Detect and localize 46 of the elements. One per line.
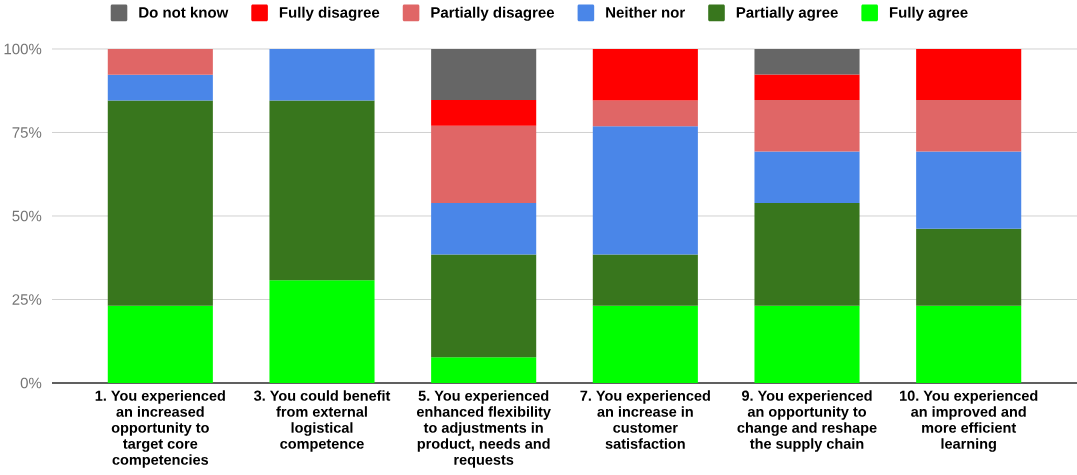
bar xyxy=(592,254,698,306)
y-tick-label: 25% xyxy=(12,294,42,305)
y-tick-label: 0% xyxy=(20,377,42,389)
bar xyxy=(754,305,860,383)
bar xyxy=(107,305,213,383)
bar xyxy=(431,125,537,203)
bar xyxy=(431,100,537,126)
bar xyxy=(107,49,213,75)
x-tick-label: 10. You experienced an improved and more efficient learning xyxy=(900,390,1038,452)
legend-label: Partially disagree xyxy=(431,6,555,21)
bar xyxy=(431,254,537,358)
bar xyxy=(431,202,537,255)
x-tick-label: 3. You could benefit from external logistical competence xyxy=(253,390,391,452)
bar xyxy=(431,49,537,101)
bar xyxy=(269,100,375,281)
legend-label: Fully disagree xyxy=(279,6,380,21)
bar xyxy=(916,151,1022,229)
y-tick-label: 100% xyxy=(4,43,42,55)
legend-label: Neither nor xyxy=(606,6,685,18)
bar xyxy=(916,100,1022,152)
bar xyxy=(592,126,698,255)
bar xyxy=(916,228,1022,306)
bar xyxy=(754,151,860,203)
bar xyxy=(592,100,698,127)
legend-label: Partially agree xyxy=(736,6,838,21)
bar xyxy=(269,49,375,101)
bar xyxy=(754,100,860,152)
bar xyxy=(916,49,1022,101)
bar xyxy=(754,74,860,101)
bar xyxy=(592,49,698,101)
bar xyxy=(107,74,213,101)
x-tick-label: 7. You experienced an increase in customer satisfaction xyxy=(580,390,710,449)
x-tick-label: 5. You experienced enhanced flexibility to adjustments in product, needs and requests xyxy=(416,390,551,468)
legend-label: Fully agree xyxy=(889,6,968,21)
legend-label: Do not know xyxy=(139,6,229,18)
y-tick-label: 50% xyxy=(12,210,42,222)
bar xyxy=(269,280,375,383)
y-tick-label: 75% xyxy=(12,127,42,138)
bar xyxy=(916,305,1022,383)
bar xyxy=(592,305,698,383)
bar xyxy=(107,100,213,306)
x-tick-label: 9. You experienced an opportunity to change and reshape the supply chain xyxy=(737,390,877,452)
bar xyxy=(754,202,860,306)
bar xyxy=(431,357,537,383)
x-tick-label: 1. You experienced an increased opportunity to target core competencies xyxy=(95,390,225,468)
bar xyxy=(754,49,860,75)
